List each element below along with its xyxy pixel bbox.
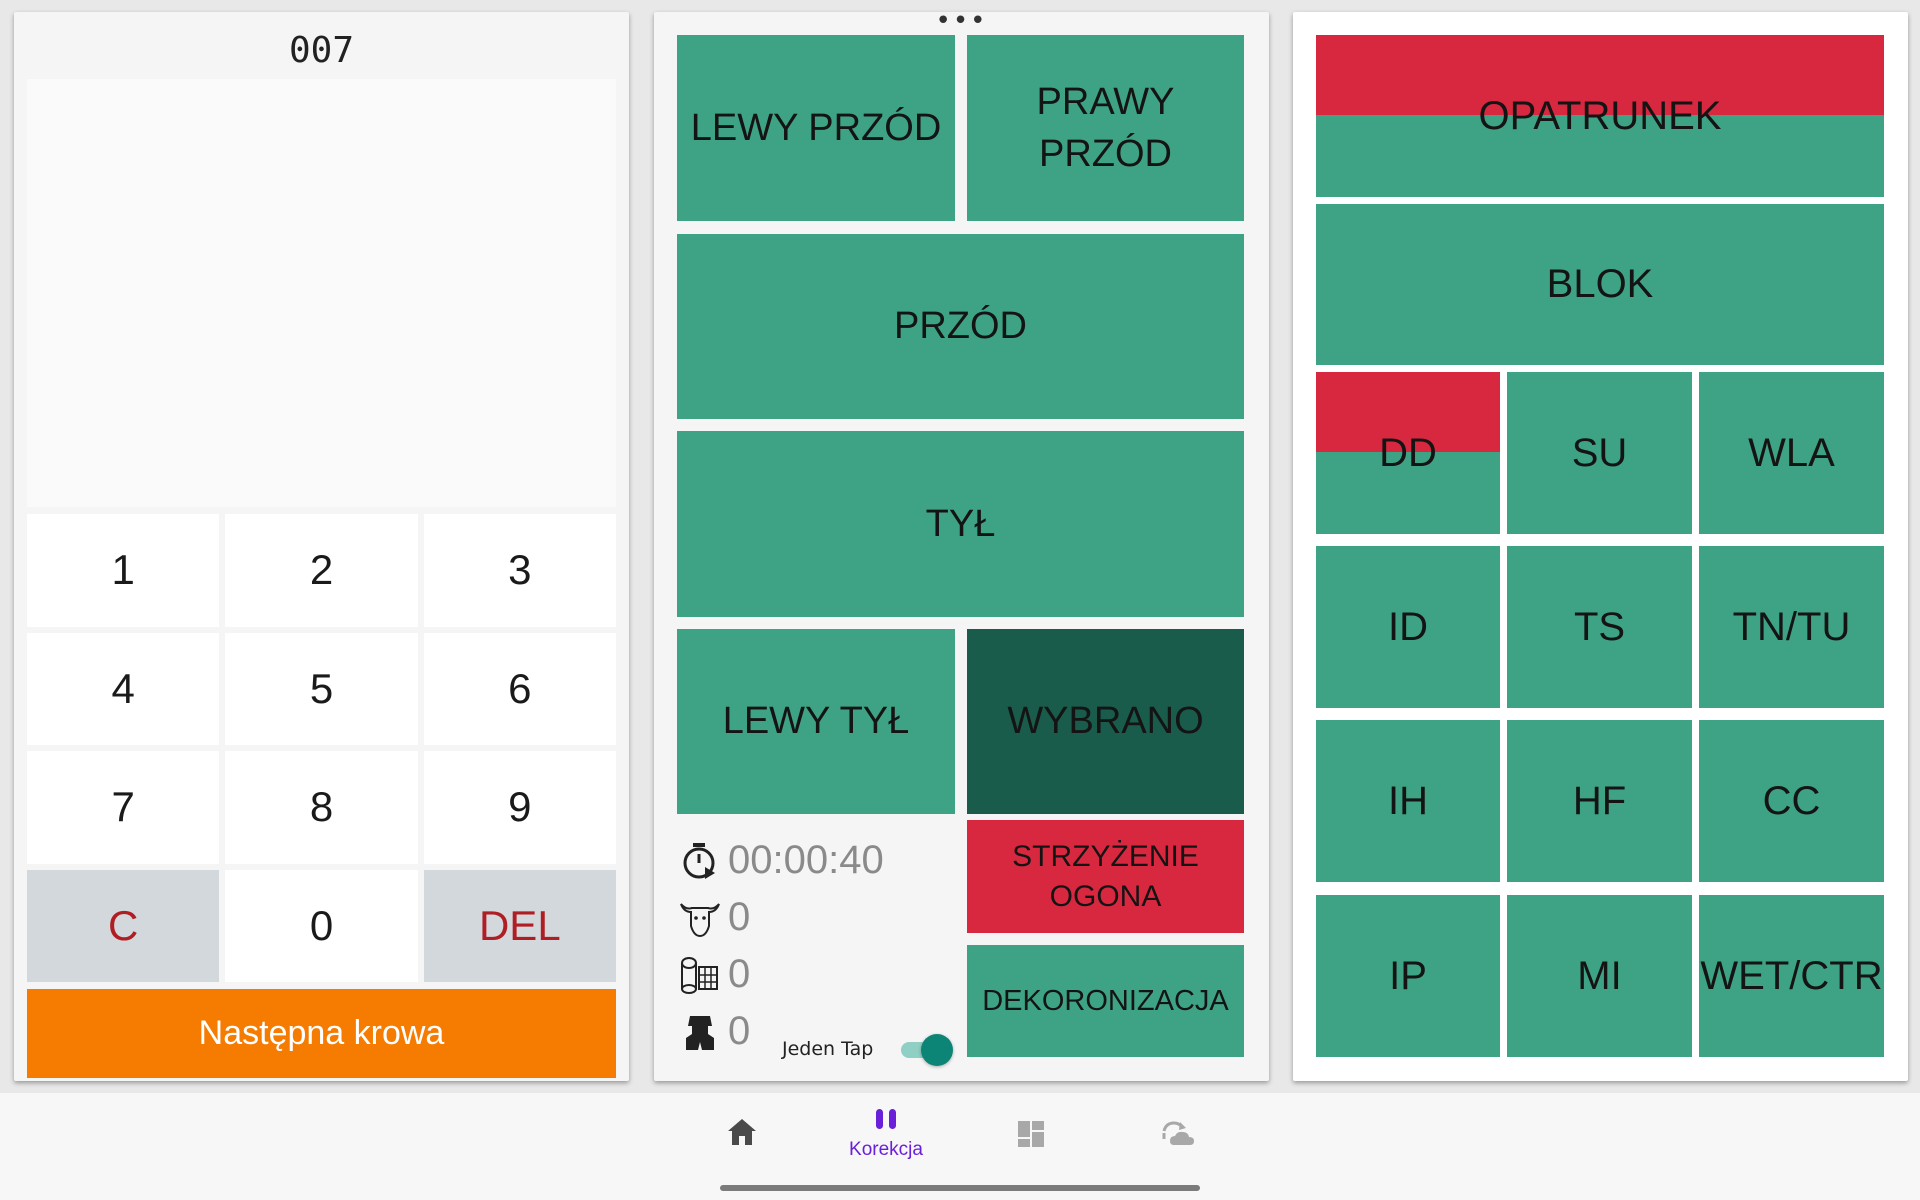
code-mi-button[interactable]: MI xyxy=(1507,895,1692,1057)
code-id-label: ID xyxy=(1388,604,1428,649)
tail-trim-label: STRZYŻENIE OGONA xyxy=(1012,839,1199,913)
cow-head-icon xyxy=(678,896,722,940)
opatrunek-label: OPATRUNEK xyxy=(1478,93,1722,138)
code-su-label: SU xyxy=(1571,430,1628,475)
drag-handle-dots[interactable]: ••• xyxy=(935,6,988,36)
dehorning-button[interactable]: DEKORONIZACJA xyxy=(967,945,1244,1057)
single-tap-label: Jeden Tap xyxy=(782,1038,874,1060)
code-cc-button[interactable]: CC xyxy=(1699,720,1884,882)
roll-count-value: 0 xyxy=(728,952,751,996)
opatrunek-button[interactable]: OPATRUNEK xyxy=(1316,35,1884,197)
wybrano-button[interactable]: WYBRANO xyxy=(967,629,1244,814)
cow-count-value: 0 xyxy=(728,895,751,939)
key-4[interactable]: 4 xyxy=(27,632,220,745)
key-3[interactable]: 3 xyxy=(423,514,616,627)
blok-label: BLOK xyxy=(1546,262,1654,306)
code-ip-label: IP xyxy=(1389,953,1427,998)
toggle-knob xyxy=(921,1034,953,1066)
bandage-roll-icon xyxy=(678,953,722,997)
keypad: 1 2 3 4 5 6 7 8 9 C 0 DEL xyxy=(27,514,616,982)
display-area xyxy=(27,79,616,507)
hoof-selection-panel: ••• LEWY PRZÓD PRAWY PRZÓD PRZÓD TYŁ LEW… xyxy=(654,6,1269,1081)
lewy-tyl-label: LEWY TYŁ xyxy=(722,700,910,742)
przod-label: PRZÓD xyxy=(894,305,1027,347)
stats-block: 00:00:40 0 0 0 xyxy=(678,832,948,1060)
home-icon xyxy=(726,1117,758,1151)
nav-sync[interactable] xyxy=(1133,1119,1223,1189)
timer-row: 00:00:40 xyxy=(678,832,948,889)
code-ts-label: TS xyxy=(1573,604,1626,649)
code-wetctr-button[interactable]: WET/CTR xyxy=(1699,895,1884,1057)
code-hf-button[interactable]: HF xyxy=(1507,720,1692,882)
code-wla-button[interactable]: WLA xyxy=(1699,372,1884,534)
keypad-panel: 007 1 2 3 4 5 6 7 8 9 C 0 DEL Następna k… xyxy=(14,12,629,1081)
nav-dashboard[interactable] xyxy=(986,1119,1076,1189)
hoof-icon xyxy=(678,1010,722,1054)
key-1[interactable]: 1 xyxy=(27,514,220,627)
hoof-count-value: 0 xyxy=(728,1009,751,1053)
key-6[interactable]: 6 xyxy=(423,632,616,745)
treatment-panel: OPATRUNEK BLOK DD SU WLA ID TS TN/TU IH … xyxy=(1293,12,1908,1081)
key-8[interactable]: 8 xyxy=(225,751,418,864)
tyl-label: TYŁ xyxy=(925,502,996,545)
pause-icon xyxy=(873,1107,899,1135)
prawy-przod-label: PRAWY PRZÓD xyxy=(1036,81,1175,175)
cow-count-row: 0 xyxy=(678,889,948,946)
tyl-button[interactable]: TYŁ xyxy=(677,431,1244,617)
code-ih-label: IH xyxy=(1388,778,1428,823)
lewy-przod-label: LEWY PRZÓD xyxy=(690,106,942,149)
stopwatch-icon xyxy=(678,839,722,883)
nav-home[interactable] xyxy=(697,1117,787,1187)
lewy-przod-button[interactable]: LEWY PRZÓD xyxy=(677,35,955,221)
code-su-button[interactable]: SU xyxy=(1507,372,1692,534)
code-hf-label: HF xyxy=(1572,778,1627,823)
code-dd-label: DD xyxy=(1379,430,1437,475)
key-9[interactable]: 9 xyxy=(423,751,616,864)
code-ts-button[interactable]: TS xyxy=(1507,546,1692,708)
bottom-navigation: Korekcja xyxy=(0,1093,1920,1200)
sync-cloud-icon xyxy=(1160,1119,1196,1153)
code-tntu-label: TN/TU xyxy=(1732,604,1851,649)
timer-value: 00:00:40 xyxy=(728,838,884,882)
nav-korekcja-label: Korekcja xyxy=(849,1139,923,1160)
code-ip-button[interactable]: IP xyxy=(1316,895,1500,1057)
hoof-count-row: 0 xyxy=(678,1003,948,1060)
roll-count-row: 0 xyxy=(678,946,948,1003)
nav-korekcja[interactable]: Korekcja xyxy=(841,1107,931,1177)
key-0[interactable]: 0 xyxy=(225,869,418,982)
next-cow-button[interactable]: Następna krowa xyxy=(27,989,616,1078)
dashboard-icon xyxy=(1016,1119,1046,1153)
dehorning-label: DEKORONIZACJA xyxy=(982,984,1229,1017)
cow-number-display: 007 xyxy=(288,30,355,71)
code-wetctr-label: WET/CTR xyxy=(1700,953,1883,998)
code-ih-button[interactable]: IH xyxy=(1316,720,1500,882)
key-5[interactable]: 5 xyxy=(225,632,418,745)
key-7[interactable]: 7 xyxy=(27,751,220,864)
blok-button[interactable]: BLOK xyxy=(1316,204,1884,365)
home-indicator-bar[interactable] xyxy=(720,1185,1200,1191)
code-mi-label: MI xyxy=(1577,953,1622,998)
lewy-tyl-button[interactable]: LEWY TYŁ xyxy=(677,629,955,814)
clear-key[interactable]: C xyxy=(27,869,220,982)
code-cc-label: CC xyxy=(1762,778,1821,823)
przod-button[interactable]: PRZÓD xyxy=(677,234,1244,419)
alert-flag xyxy=(1316,372,1500,452)
prawy-przod-button[interactable]: PRAWY PRZÓD xyxy=(967,35,1244,221)
code-id-button[interactable]: ID xyxy=(1316,546,1500,708)
single-tap-toggle[interactable] xyxy=(899,1032,953,1066)
delete-key[interactable]: DEL xyxy=(423,869,616,982)
code-tntu-button[interactable]: TN/TU xyxy=(1699,546,1884,708)
key-2[interactable]: 2 xyxy=(225,514,418,627)
code-dd-button[interactable]: DD xyxy=(1316,372,1500,534)
alert-flag xyxy=(1316,35,1884,115)
tail-trim-button[interactable]: STRZYŻENIE OGONA xyxy=(967,820,1244,933)
wybrano-label: WYBRANO xyxy=(1007,700,1204,742)
code-wla-label: WLA xyxy=(1748,430,1835,475)
